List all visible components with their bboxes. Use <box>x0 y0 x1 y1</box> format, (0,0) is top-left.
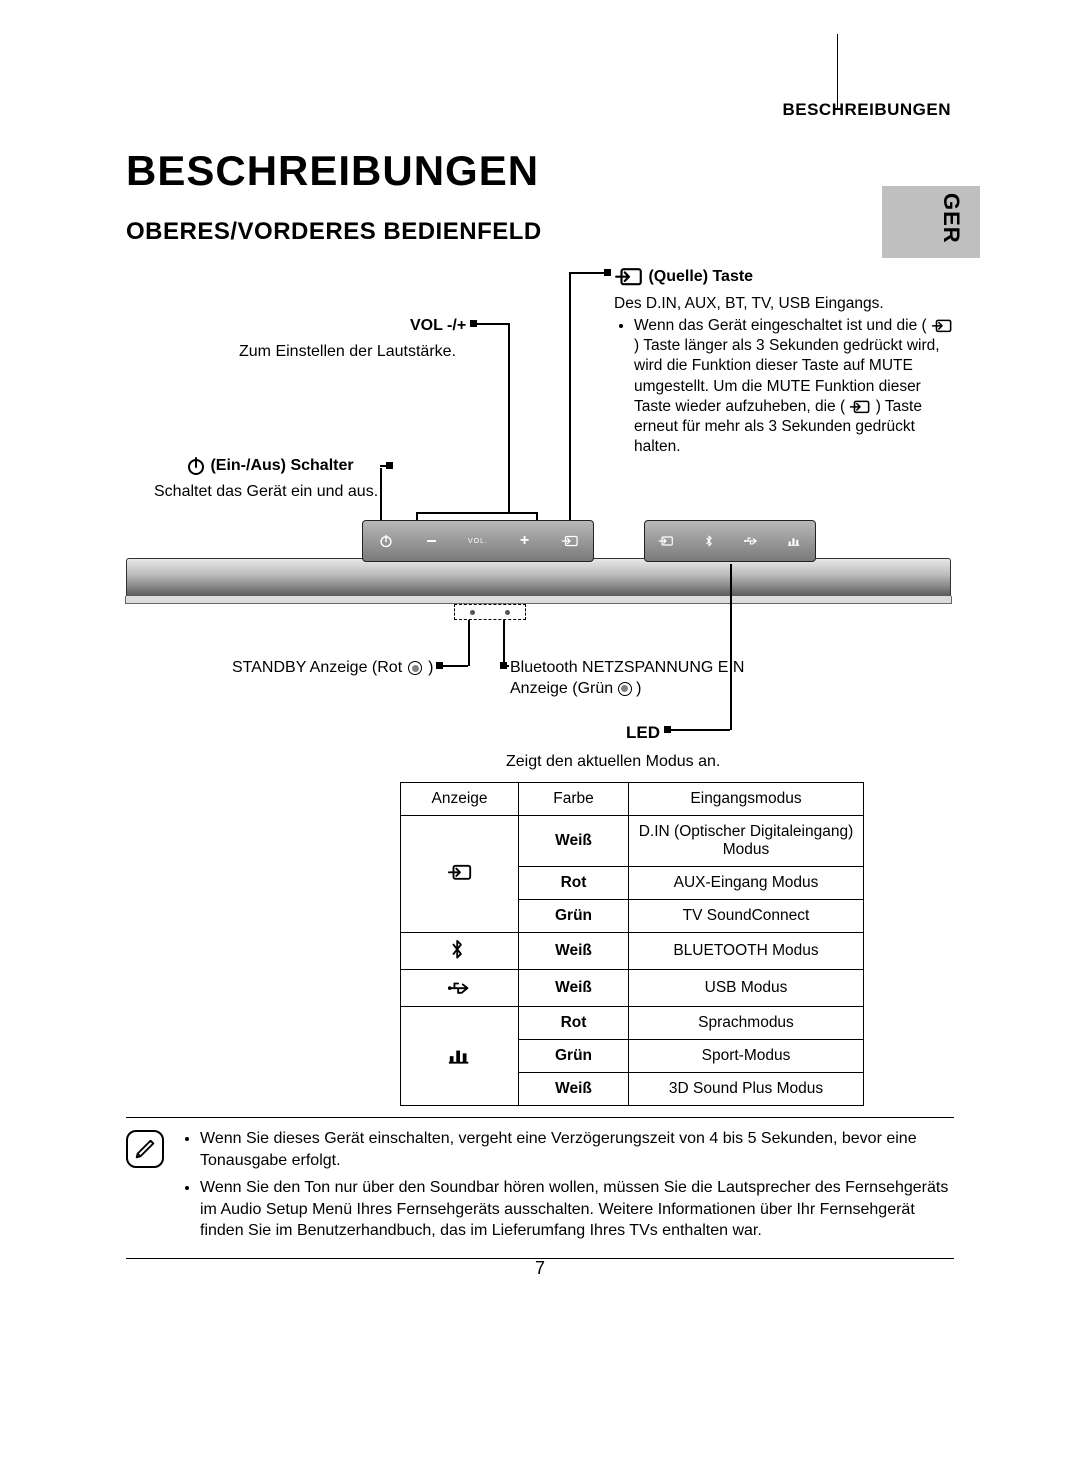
table-color-cell: Grün <box>519 900 629 933</box>
language-tab: GER <box>938 193 964 244</box>
vol-label: VOL. <box>468 538 488 545</box>
notes-section: Wenn Sie dieses Gerät einschalten, verge… <box>126 1117 954 1259</box>
callout-source-subtitle: Des D.IN, AUX, BT, TV, USB Eingangs. <box>614 294 954 314</box>
power-icon <box>377 532 395 550</box>
soundbar-body <box>126 558 951 598</box>
led-panel <box>644 520 816 562</box>
note-icon <box>126 1130 164 1168</box>
leader-line <box>670 729 730 731</box>
power-icon <box>186 456 206 476</box>
callout-source-title: (Quelle) Taste <box>648 268 753 285</box>
table-header: Farbe <box>519 783 629 816</box>
soundbar-edge <box>125 596 952 604</box>
table-mode-cell: TV SoundConnect <box>629 900 864 933</box>
table-icon-cell <box>401 1007 519 1106</box>
leader-line <box>503 620 505 666</box>
table-color-cell: Weiß <box>519 816 629 867</box>
table-icon-cell <box>401 816 519 933</box>
panel-diagram: (Quelle) Taste Des D.IN, AUX, BT, TV, US… <box>126 258 951 768</box>
bluetooth-icon <box>700 532 718 550</box>
leader-line <box>442 665 468 667</box>
leader-line <box>570 272 606 274</box>
note-item: Wenn Sie dieses Gerät einschalten, verge… <box>200 1128 954 1171</box>
callout-vol-title: VOL -/+ <box>410 316 466 337</box>
section-title: OBERES/VORDERES BEDIENFELD <box>126 218 542 246</box>
standby-led-dot <box>470 610 475 615</box>
table-row: WeißBLUETOOTH Modus <box>401 933 864 970</box>
table-mode-cell: 3D Sound Plus Modus <box>629 1073 864 1106</box>
table-color-cell: Weiß <box>519 933 629 970</box>
table-mode-cell: BLUETOOTH Modus <box>629 933 864 970</box>
page-number: 7 <box>0 1258 1080 1279</box>
page-title: BESCHREIBUNGEN <box>126 147 539 195</box>
table-color-cell: Weiß <box>519 970 629 1007</box>
table-icon-cell <box>401 970 519 1007</box>
source-icon <box>447 863 473 885</box>
callout-led-title: LED <box>626 722 660 744</box>
table-color-cell: Weiß <box>519 1073 629 1106</box>
table-header: Eingangsmodus <box>629 783 864 816</box>
section-header: BESCHREIBUNGEN <box>782 100 951 120</box>
table-color-cell: Rot <box>519 1007 629 1040</box>
leader-line <box>569 272 571 520</box>
sensor-indicator-box <box>454 604 526 620</box>
table-mode-cell: Sport-Modus <box>629 1040 864 1073</box>
leader-line <box>380 468 382 522</box>
leader-line <box>730 564 732 730</box>
callout-standby: STANDBY Anzeige (Rot ) <box>232 658 433 679</box>
table-mode-cell: AUX-Eingang Modus <box>629 867 864 900</box>
table-mode-cell: Sprachmodus <box>629 1007 864 1040</box>
bt-led-dot <box>505 610 510 615</box>
table-row: WeißUSB Modus <box>401 970 864 1007</box>
eq-icon <box>447 1045 473 1067</box>
usb-icon <box>447 977 473 999</box>
callout-btpower: Bluetooth NETZSPANNUNG EIN Anzeige (Grün… <box>510 658 760 700</box>
table-header: Anzeige <box>401 783 519 816</box>
table-row: WeißD.IN (Optischer Digitaleingang) Modu… <box>401 816 864 867</box>
callout-source: (Quelle) Taste Des D.IN, AUX, BT, TV, US… <box>614 266 954 457</box>
table-color-cell: Rot <box>519 867 629 900</box>
leader-line <box>380 465 392 467</box>
notes-list: Wenn Sie dieses Gerät einschalten, verge… <box>180 1128 954 1248</box>
table-row: RotSprachmodus <box>401 1007 864 1040</box>
callout-power-title: (Ein-/Aus) Schalter <box>186 456 354 477</box>
source-icon <box>931 318 953 334</box>
leader-line <box>503 665 509 667</box>
source-icon <box>849 399 871 415</box>
led-mode-table: Anzeige Farbe Eingangsmodus WeißD.IN (Op… <box>400 782 864 1106</box>
leader-line <box>416 512 536 514</box>
vertical-rule <box>837 34 838 109</box>
language-tab-bg <box>882 186 980 258</box>
leader-line <box>508 323 510 513</box>
table-mode-cell: USB Modus <box>629 970 864 1007</box>
manual-page: BESCHREIBUNGEN GER BESCHREIBUNGEN OBERES… <box>0 0 1080 1479</box>
red-led-indicator <box>408 661 422 675</box>
green-led-indicator <box>618 682 632 696</box>
control-panel-left: − VOL. + <box>362 520 594 562</box>
table-icon-cell <box>401 933 519 970</box>
vol-plus-icon: + <box>516 532 534 550</box>
table-mode-cell: D.IN (Optischer Digitaleingang) Modus <box>629 816 864 867</box>
leader-line <box>468 620 470 666</box>
source-icon <box>657 532 675 550</box>
usb-icon <box>742 532 760 550</box>
source-icon <box>614 266 644 288</box>
table-color-cell: Grün <box>519 1040 629 1073</box>
note-item: Wenn Sie den Ton nur über den Soundbar h… <box>200 1177 954 1242</box>
vol-minus-icon: − <box>422 532 440 550</box>
bluetooth-icon <box>447 940 473 962</box>
callout-source-bullet: Wenn das Gerät eingeschaltet ist und die… <box>634 316 954 457</box>
callout-vol-body: Zum Einstellen der Lautstärke. <box>180 342 456 363</box>
callout-power-body: Schaltet das Gerät ein und aus. <box>154 482 378 503</box>
leader-line <box>476 323 508 325</box>
callout-led-body: Zeigt den aktuellen Modus an. <box>506 752 720 773</box>
eq-icon <box>785 532 803 550</box>
source-icon <box>561 532 579 550</box>
